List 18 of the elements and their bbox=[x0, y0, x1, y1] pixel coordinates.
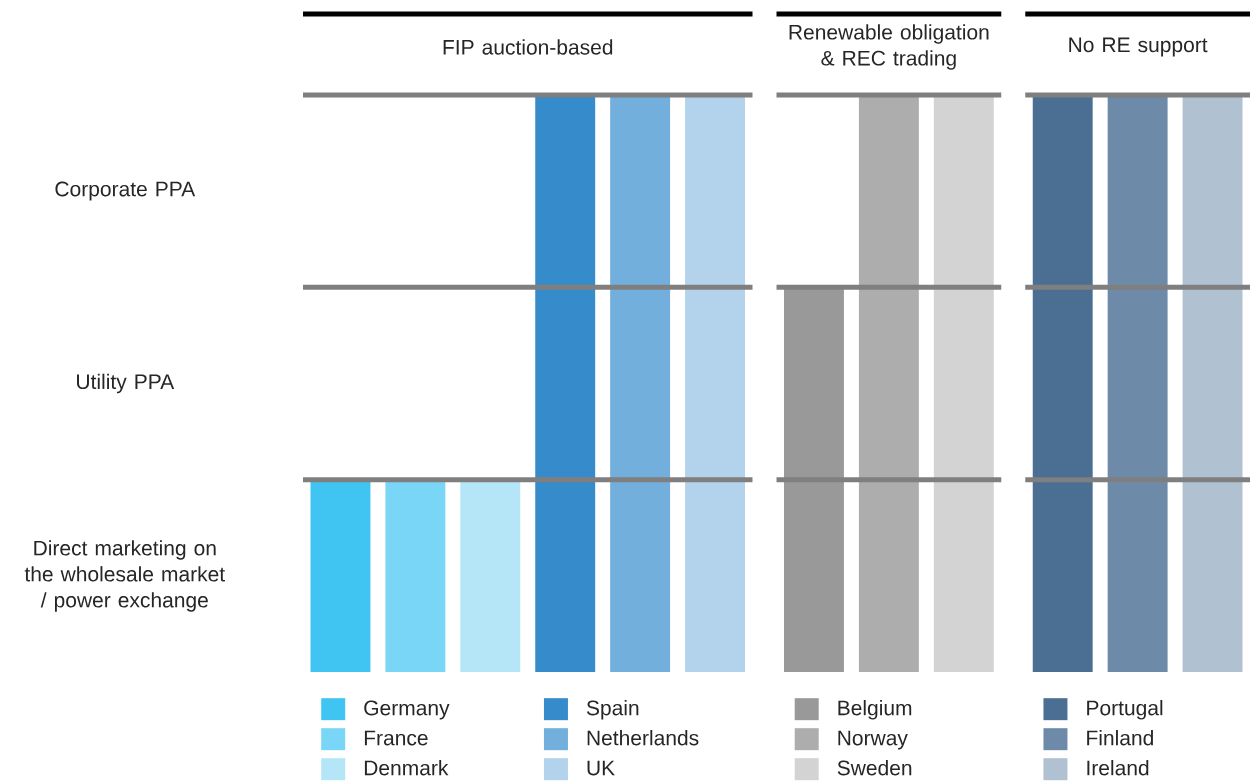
text: Direct marketing on the wholesale market / power exchange bbox=[24, 540, 225, 612]
text: Utility PPA bbox=[77, 373, 175, 394]
legend-label: Portugal bbox=[1087, 699, 1163, 720]
chart-title: Renewable obligation & REC trading bbox=[789, 24, 989, 70]
legend-label: Finland bbox=[1087, 729, 1153, 746]
legend-label: Spain bbox=[586, 699, 639, 720]
legend-label: Netherlands bbox=[587, 729, 699, 746]
text: Corporate PPA bbox=[55, 181, 196, 201]
legend-label: Norway bbox=[838, 730, 908, 750]
chart-title: No RE support bbox=[1069, 37, 1208, 57]
legend-label: UK bbox=[587, 760, 615, 776]
legend-label: Ireland bbox=[1087, 759, 1149, 776]
legend-label: Belgium bbox=[838, 699, 912, 720]
legend-label: Germany bbox=[364, 700, 450, 720]
legend-label: Sweden bbox=[837, 759, 912, 776]
legend-label: France bbox=[364, 730, 428, 746]
chart-title: FIP auction-based bbox=[443, 39, 613, 55]
legend-label: Denmark bbox=[364, 759, 449, 776]
